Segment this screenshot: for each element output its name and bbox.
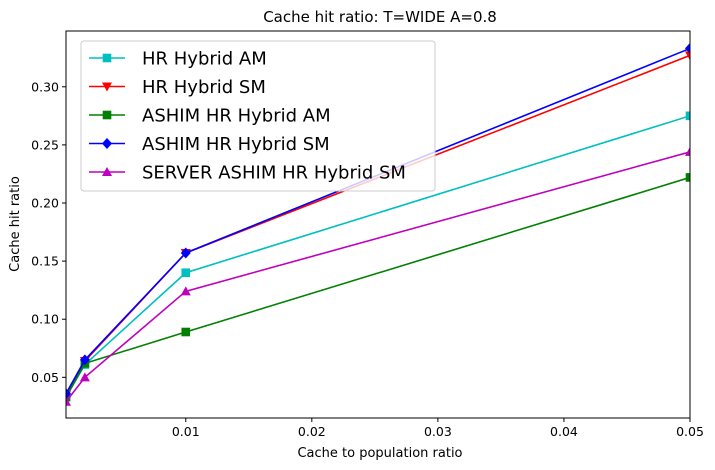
legend-marker: [102, 82, 112, 92]
legend-label: HR Hybrid SM: [142, 77, 266, 98]
x-tick-label: 0.04: [550, 424, 578, 439]
y-tick-label: 0.05: [31, 370, 59, 385]
y-tick-label: 0.30: [31, 79, 59, 94]
series-3: [66, 173, 690, 402]
y-tick-label: 0.25: [31, 137, 59, 152]
data-point: [79, 354, 90, 366]
legend-label: ASHIM HR Hybrid AM: [142, 106, 331, 127]
x-tick-label: 0.05: [676, 424, 704, 439]
series-line: [66, 47, 690, 394]
legend-marker: [102, 138, 112, 149]
y-axis-label: Cache hit ratio: [8, 176, 23, 272]
legend: HR Hybrid AM HR Hybrid SM ASHIM HR Hybrid …: [80, 40, 436, 192]
series-line: [66, 176, 690, 398]
legend-label: SERVER ASHIM HR Hybrid SM: [142, 163, 406, 184]
data-point: [685, 173, 690, 182]
chart-title: Cache hit ratio: T=WIDE A=0.8: [263, 8, 497, 26]
data-point: [685, 111, 690, 121]
data-point: [66, 396, 71, 406]
data-point: [181, 268, 191, 278]
x-tick-label: 0.03: [424, 424, 452, 439]
y-tick-label: 0.15: [31, 254, 59, 269]
data-point: [180, 286, 191, 296]
series-group: [66, 42, 690, 406]
data-point: [79, 372, 90, 382]
y-tick-label: 0.10: [31, 312, 59, 327]
series-4: [66, 42, 690, 400]
legend-marker: [102, 53, 112, 63]
data-point: [66, 392, 71, 402]
data-point: [685, 51, 690, 61]
plot-frame: [65, 30, 691, 419]
data-point: [180, 247, 191, 259]
legend-box: [80, 40, 436, 192]
data-point: [685, 146, 690, 156]
x-axis-label: Cache to population ratio: [297, 446, 462, 461]
x-tick-label: 0.02: [298, 424, 326, 439]
series-line: [66, 151, 690, 403]
legend-marker: [102, 110, 112, 120]
data-point: [181, 327, 191, 337]
data-point: [685, 42, 690, 54]
series-5: [66, 146, 690, 406]
data-point: [66, 388, 71, 400]
legend-marker: [102, 167, 112, 176]
y-tick-label: 0.20: [31, 196, 59, 211]
x-tick-label: 0.01: [172, 424, 200, 439]
legend-label: HR Hybrid AM: [142, 49, 267, 70]
plot-area: 0.01 0.02 0.03 0.04 0.05 0.05 0.10 0.15 0.20 0.25…: [31, 30, 704, 439]
legend-label: ASHIM HR Hybrid SM: [142, 134, 330, 155]
